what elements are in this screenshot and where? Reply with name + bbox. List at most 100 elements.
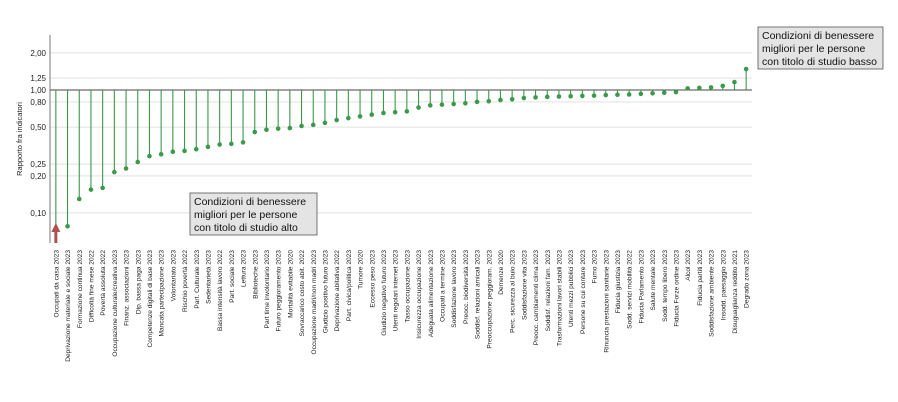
- category-label: Part. Culturale 2023: [194, 250, 201, 309]
- annotation-low-line-1: Condizioni di benessere: [762, 30, 874, 42]
- data-point: [381, 110, 386, 116]
- annotation-high-background: [189, 192, 318, 236]
- data-point: [544, 94, 550, 100]
- annotation-low-line-2: migliori per le persone: [762, 43, 865, 55]
- data-point: [743, 66, 749, 72]
- data-point: [229, 141, 234, 147]
- data-point: [299, 123, 304, 129]
- data-point: [685, 86, 690, 91]
- annotation-high-line-3: con titolo di studio alto: [194, 222, 298, 234]
- category-label: Tasso occupazione 2023: [404, 250, 411, 323]
- data-point: [404, 109, 410, 114]
- category-label: Part. civica/politica 2023: [346, 250, 353, 321]
- category-label: Fumo 2023: [592, 250, 599, 284]
- data-point: [521, 95, 527, 101]
- category-label: Occupazione madri/non madri 2023: [311, 250, 318, 355]
- category-label: Occupati da casa 2023: [53, 250, 60, 318]
- category-label: Demenze 2020: [498, 250, 505, 295]
- category-label: Persone su cui contare 2023: [580, 250, 587, 334]
- arrow-indicator: [51, 223, 61, 243]
- category-label: Soddisfazione lavoro 2023: [451, 250, 458, 328]
- data-point: [626, 92, 632, 97]
- annotation-low-line-3: con titolo di studio basso: [762, 56, 877, 68]
- data-point: [661, 90, 667, 96]
- annotation-high-education: Condizioni di benessere migliori per le …: [189, 192, 318, 236]
- category-label: Giudizio positivo futuro 2023: [322, 250, 329, 334]
- y-tick-label: 0,20: [30, 172, 46, 181]
- category-label: Perc. sicurezza al buio 2023: [510, 250, 517, 333]
- data-point: [556, 94, 562, 99]
- category-labels: Occupati da casa 2023 Deprivazione materi…: [53, 250, 750, 362]
- y-tick-label: 2,00: [30, 49, 46, 58]
- category-label: Mancata partecipazione 2023: [159, 250, 166, 337]
- data-point: [275, 126, 281, 131]
- data-point: [416, 105, 421, 110]
- y-axis-label: Rapporto fra indicatori: [15, 102, 24, 176]
- data-point: [451, 101, 456, 107]
- category-label: Degrado zona 2023: [744, 250, 751, 308]
- y-tick-label: 0,50: [30, 123, 46, 132]
- category-label: Preocc. biodiversità 2023: [463, 250, 470, 324]
- category-label: Alcol 2023: [685, 250, 692, 281]
- data-point: [112, 169, 117, 175]
- data-point: [673, 89, 679, 95]
- annotation-low-background: [757, 26, 884, 70]
- category-label: Preocc. cambiamenti clima 2023: [533, 250, 540, 346]
- category-label: Eccesso peso 2023: [369, 250, 376, 308]
- category-label: Biblioteche 2023: [252, 250, 259, 299]
- category-label: Utenti regolari internet 2023: [393, 250, 400, 332]
- data-point: [427, 103, 433, 108]
- data-point: [205, 144, 211, 150]
- annotation-high-line-1: Condizioni di benessere: [194, 196, 306, 208]
- category-label: Sedentarietà 2023: [205, 250, 212, 304]
- data-point: [135, 159, 141, 165]
- category-label: Salute mentale 2023: [650, 250, 657, 311]
- data-point: [533, 95, 538, 100]
- arrow-head: [51, 223, 61, 232]
- category-label: Adeguata alimentazione 2023: [428, 250, 435, 338]
- category-label: Occupazione culturale/creativa 2023: [112, 250, 119, 357]
- data-point: [158, 151, 164, 157]
- data-point: [708, 85, 714, 90]
- data-point: [357, 114, 363, 119]
- data-point: [310, 122, 316, 128]
- data-point: [568, 93, 573, 99]
- category-label: Giudizio negativo futuro 2023: [381, 250, 388, 336]
- grid-lines: [50, 52, 752, 214]
- data-point: [217, 142, 222, 147]
- data-point: [732, 79, 737, 85]
- data-point: [580, 93, 585, 99]
- category-label: Rinuncia prestazioni sanitarie 2023: [603, 250, 610, 353]
- data-point: [182, 148, 187, 154]
- category-label: Futuro peggioramento 2023: [276, 250, 283, 332]
- data-point: [100, 185, 105, 191]
- y-tick-label: 1,00: [30, 86, 46, 95]
- category-label: Sodd. servizi mobilità 2022: [627, 250, 634, 329]
- y-axis: 0,10 0,20 0,25 0,50 0,80 1,00 1,25 2,00: [30, 35, 51, 243]
- data-point: [509, 97, 515, 102]
- data-point: [603, 92, 609, 98]
- category-label: Mortalità evitabile 2020: [287, 250, 294, 318]
- data-point: [474, 99, 480, 105]
- annotation-low-education: Condizioni di benessere migliori per le …: [757, 26, 884, 70]
- data-point: [638, 91, 644, 97]
- category-label: Tumore 2020: [358, 250, 365, 289]
- data-point: [463, 100, 468, 106]
- y-tick-label: 1,25: [30, 74, 46, 83]
- category-label: Part time involontario 2023: [264, 250, 271, 329]
- data-point: [76, 196, 82, 202]
- data-point: [322, 120, 328, 126]
- category-label: Utenti mezzi pubblici 2023: [568, 250, 575, 327]
- category-label: Preoccupazione peggioram. 2023: [486, 250, 493, 349]
- data-point: [193, 146, 199, 152]
- data-point: [439, 102, 445, 107]
- data-point: [486, 98, 492, 104]
- stems: [55, 69, 747, 229]
- data-point: [252, 129, 258, 135]
- data-point: [346, 115, 351, 121]
- category-label: Deprivazione abitativa 2022: [334, 250, 341, 332]
- data-point: [650, 90, 655, 96]
- data-point: [170, 149, 176, 154]
